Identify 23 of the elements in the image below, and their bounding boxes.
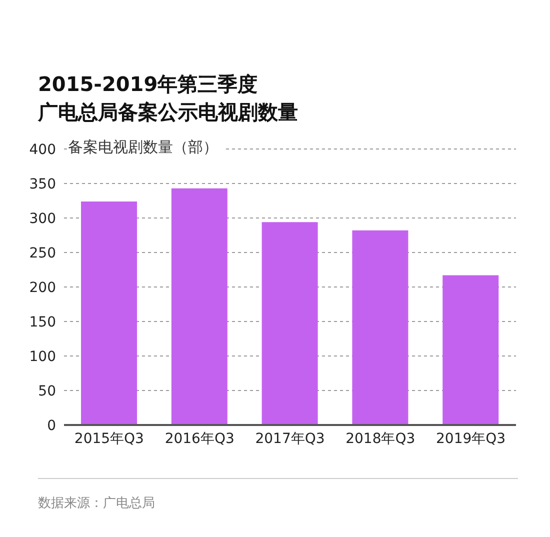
- x-tick-label: 2018年Q3: [346, 430, 416, 447]
- y-tick-label: 50: [38, 383, 56, 400]
- y-tick-label: 250: [29, 245, 56, 262]
- x-tick-label: 2019年Q3: [436, 430, 506, 447]
- bar: [442, 275, 499, 425]
- bar: [81, 201, 137, 425]
- x-tick-label: 2015年Q3: [74, 430, 144, 447]
- chart-subtitle: 广电总局备案公示电视剧数量: [38, 99, 298, 126]
- x-tick-label: 2016年Q3: [164, 430, 234, 447]
- x-tick-label: 2017年Q3: [255, 430, 325, 447]
- bar: [262, 222, 318, 425]
- bar: [352, 230, 408, 425]
- y-tick-label: 200: [29, 280, 56, 296]
- y-tick-label: 150: [29, 314, 56, 330]
- y-tick-label: 350: [29, 176, 56, 192]
- y-tick-label: 100: [29, 348, 56, 365]
- y-tick-label: 400: [29, 142, 56, 158]
- bar: [171, 188, 228, 425]
- y-tick-label: 0: [47, 418, 56, 434]
- chart-title: 2015-2019年第三季度: [38, 71, 259, 98]
- y-axis-title: 备案电视剧数量（部）: [68, 138, 226, 157]
- y-tick-label: 300: [29, 210, 56, 227]
- source-note: 数据来源：广电总局: [38, 495, 155, 512]
